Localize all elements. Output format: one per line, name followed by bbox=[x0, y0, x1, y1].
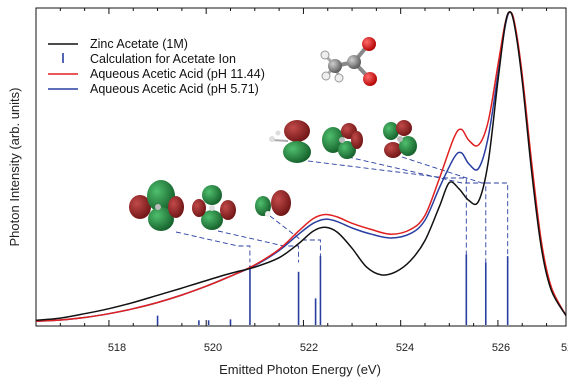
legend-label-zinc-acetate: Zinc Acetate (1M) bbox=[90, 37, 188, 51]
orbital-image-3 bbox=[383, 120, 417, 158]
orbital-image-6 bbox=[255, 190, 291, 217]
x-tick-label-522: 522 bbox=[300, 342, 318, 354]
x-tick-label-520: 520 bbox=[204, 342, 222, 354]
leader-line-4 bbox=[217, 230, 300, 263]
leader-line-5 bbox=[269, 215, 321, 263]
plot-frame bbox=[35, 7, 567, 327]
acetic-acid-molecule-image bbox=[320, 37, 377, 86]
series-line-0 bbox=[36, 11, 566, 322]
leader-line-1 bbox=[347, 156, 487, 263]
legend-label-ph-11: Aqueous Acetic Acid (pH 11.44) bbox=[90, 67, 265, 81]
y-axis-label: Photon Intensity (arb. units) bbox=[7, 88, 22, 247]
leader-line-0 bbox=[299, 159, 467, 263]
legend-label-calculation: Calculation for Acetate Ion bbox=[90, 52, 236, 66]
orbital-image-2 bbox=[322, 123, 363, 159]
orbital-images-low-energy bbox=[129, 180, 291, 231]
spectrum-lines bbox=[36, 11, 566, 322]
x-tick-label-524: 524 bbox=[396, 342, 414, 354]
legend: Zinc Acetate (1M) Calculation for Acetat… bbox=[48, 37, 265, 96]
orbital-image-5 bbox=[192, 185, 236, 230]
legend-label-ph-5: Aqueous Acetic Acid (pH 5.71) bbox=[90, 82, 259, 96]
leader-line-2 bbox=[401, 156, 509, 263]
x-tick-label-52: 52 bbox=[561, 342, 568, 354]
orbital-images-high-energy bbox=[269, 120, 417, 163]
orbital-image-1 bbox=[269, 120, 311, 163]
leader-line-3 bbox=[175, 231, 251, 263]
x-axis-ticks bbox=[35, 8, 548, 326]
orbital-image-4 bbox=[129, 180, 184, 231]
x-tick-labels: 518 520 522 524 526 52 bbox=[108, 342, 568, 354]
x-tick-label-526: 526 bbox=[492, 342, 510, 354]
x-tick-label-518: 518 bbox=[108, 342, 126, 354]
x-axis-label: Emitted Photon Energy (eV) bbox=[219, 362, 381, 377]
calculation-bars bbox=[156, 254, 509, 325]
